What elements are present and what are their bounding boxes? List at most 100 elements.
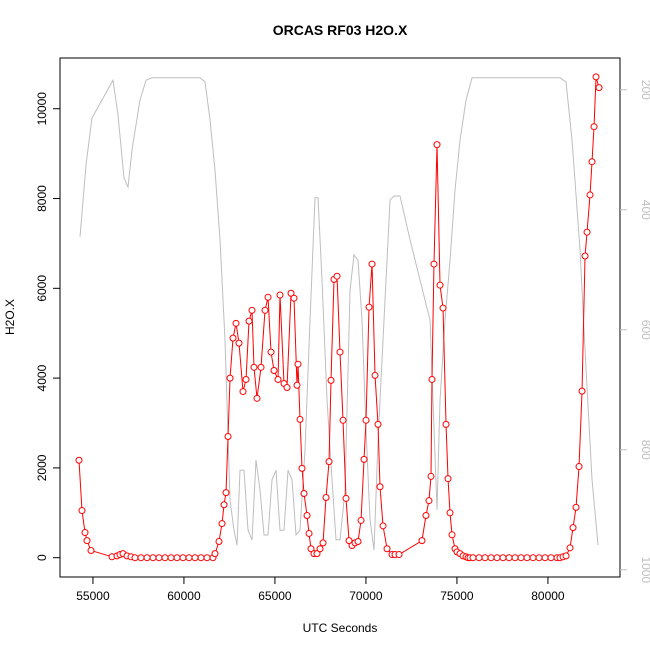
data-point — [155, 554, 163, 562]
data-point — [572, 503, 580, 511]
y2-tick-label: 600 — [639, 320, 650, 340]
data-point — [143, 554, 151, 562]
y-tick-label: 10000 — [35, 92, 49, 126]
data-point — [325, 458, 333, 466]
data-point — [583, 228, 591, 236]
data-point — [78, 507, 86, 515]
data-point — [81, 529, 89, 537]
data-point — [267, 348, 275, 356]
data-point — [481, 554, 489, 562]
series-line — [79, 77, 599, 551]
data-point — [87, 547, 95, 555]
data-point — [469, 554, 477, 562]
y2-tick-label: 200 — [639, 80, 650, 100]
data-point — [215, 538, 223, 546]
data-point — [422, 511, 430, 519]
data-point — [293, 381, 301, 389]
y2-tick-label: 1000 — [639, 556, 650, 583]
data-point — [444, 475, 452, 483]
data-point — [220, 501, 228, 509]
data-point — [475, 554, 483, 562]
y-tick-label: 0 — [35, 554, 49, 561]
data-point — [131, 554, 139, 562]
data-point — [307, 545, 315, 553]
data-point — [137, 554, 145, 562]
data-point — [333, 272, 341, 280]
data-point — [339, 416, 347, 424]
y2-tick-label: 400 — [639, 200, 650, 220]
data-point — [322, 494, 330, 502]
data-point — [287, 289, 295, 297]
data-point — [436, 281, 444, 289]
data-point — [149, 554, 157, 562]
data-point — [395, 551, 403, 559]
data-point — [161, 554, 169, 562]
data-point — [185, 554, 193, 562]
data-point — [418, 537, 426, 545]
data-point — [290, 294, 298, 302]
data-point — [319, 539, 327, 547]
data-point — [179, 554, 187, 562]
data-point — [224, 432, 232, 440]
data-point — [360, 455, 368, 463]
data-point — [493, 554, 501, 562]
data-point — [446, 509, 454, 517]
data-point — [595, 84, 603, 92]
data-point — [354, 538, 362, 546]
data-point — [581, 252, 589, 260]
x-tick-label: 70000 — [349, 589, 383, 603]
y-tick-label: 8000 — [35, 185, 49, 212]
data-point — [529, 554, 537, 562]
x-tick-label: 55000 — [76, 589, 110, 603]
x-tick-label: 80000 — [531, 589, 565, 603]
x-tick-label: 60000 — [167, 589, 201, 603]
y2-tick-label: 800 — [639, 440, 650, 460]
data-point — [439, 304, 447, 312]
data-point — [379, 522, 387, 530]
data-point — [499, 554, 507, 562]
data-point — [442, 420, 450, 428]
plot-box — [59, 57, 621, 578]
data-point — [575, 463, 583, 471]
data-point — [336, 348, 344, 356]
data-point — [374, 420, 382, 428]
data-point — [562, 552, 570, 560]
data-point — [296, 415, 304, 423]
data-point — [365, 303, 373, 311]
data-point — [298, 464, 306, 472]
data-point — [274, 375, 282, 383]
data-point — [226, 374, 234, 382]
y-tick-label: 4000 — [35, 364, 49, 391]
data-point — [316, 545, 324, 553]
data-point — [83, 537, 91, 545]
data-point — [283, 384, 291, 392]
data-point — [586, 191, 594, 199]
y-axis-label: H2O.X — [3, 299, 17, 335]
data-point — [487, 554, 495, 562]
data-point — [300, 489, 308, 497]
data-point — [261, 306, 269, 314]
data-point — [232, 319, 240, 327]
data-point — [578, 387, 586, 395]
data-point — [357, 516, 365, 524]
data-point — [433, 141, 441, 149]
data-point — [270, 366, 278, 374]
data-point — [197, 554, 205, 562]
data-point — [569, 524, 577, 532]
data-point — [345, 537, 353, 545]
data-point — [425, 497, 433, 505]
data-point — [448, 531, 456, 539]
data-point — [222, 489, 230, 497]
data-point — [75, 456, 83, 464]
data-point — [428, 375, 436, 383]
data-point — [242, 375, 250, 383]
data-point — [313, 550, 321, 558]
y-tick-label: 2000 — [35, 454, 49, 481]
data-point — [590, 123, 598, 131]
data-point — [229, 334, 237, 342]
data-point — [253, 394, 261, 402]
data-point — [547, 554, 555, 562]
data-point — [362, 416, 370, 424]
data-point — [371, 371, 379, 379]
